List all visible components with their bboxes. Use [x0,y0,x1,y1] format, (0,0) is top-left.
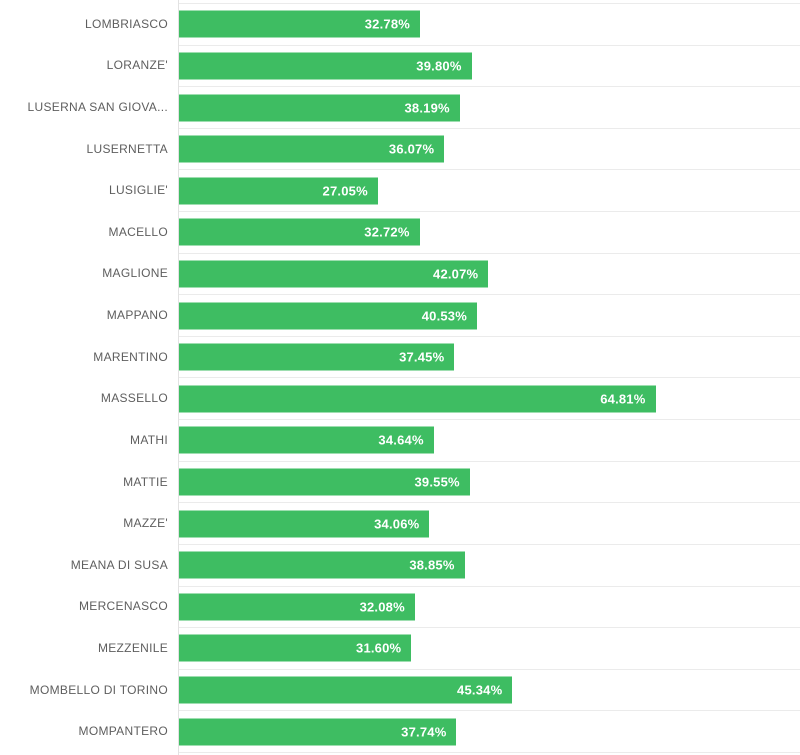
value-label: 37.74% [401,724,447,740]
value-label: 40.53% [421,308,467,324]
category-label: MAGLIONE [102,266,168,281]
chart-row: MARENTINO 37.45% [0,335,800,378]
bar[interactable]: 34.64% [179,426,434,454]
chart-rows: LOMBRIASCO 32.78% LORANZE' 39.80% LUSERNA SA… [0,3,800,752]
bar[interactable]: 39.80% [179,52,472,80]
plot-area: 42.07% [178,252,800,295]
value-label: 34.64% [378,432,424,448]
category-label: LUSIGLIE' [108,183,168,198]
bar[interactable]: 36.07% [179,135,445,163]
chart-row: MOMBELLO DI TORINO 45.34% [0,668,800,711]
bottom-separator [178,751,800,753]
category-label: MACELLO [108,224,168,239]
chart-row: LOMBRIASCO 32.78% [0,3,800,45]
value-label: 34.06% [374,516,420,532]
chart-row: MAPPANO 40.53% [0,294,800,336]
bar[interactable]: 34.06% [179,510,430,538]
plot-area: 38.19% [178,86,800,128]
value-label: 38.85% [409,557,455,573]
category-label: MAPPANO [106,308,168,323]
bar[interactable]: 42.07% [179,260,489,288]
plot-area: 40.53% [178,294,800,336]
category-label: MAZZE' [123,516,168,531]
bar[interactable]: 31.60% [179,634,412,662]
bar[interactable]: 27.05% [179,177,378,205]
bar[interactable]: 32.08% [179,593,415,621]
value-label: 36.07% [388,141,435,157]
bar[interactable]: 40.53% [179,302,477,330]
plot-area: 34.06% [178,502,800,544]
value-label: 32.72% [364,224,410,240]
plot-area: 38.85% [178,543,800,586]
plot-area: 31.60% [178,627,800,669]
category-label: LOMBRIASCO [84,16,168,31]
value-label: 38.19% [404,100,450,116]
plot-area: 34.64% [178,419,800,461]
plot-area: 37.45% [178,335,800,378]
y-axis-line [178,0,179,755]
category-label: MERCENASCO [78,599,168,614]
value-label: 64.81% [600,391,646,407]
bar[interactable]: 32.72% [179,218,420,246]
value-label: 45.34% [457,682,503,698]
plot-area: 39.55% [178,460,800,503]
chart-row: MAZZE' 34.06% [0,502,800,544]
category-label: MOMPANTERO [78,724,168,739]
category-label: LUSERNETTA [86,141,168,156]
category-label: LORANZE' [106,58,168,73]
category-label: MOMBELLO DI TORINO [29,682,168,697]
plot-area: 32.78% [178,3,800,45]
chart-row: MATHI 34.64% [0,419,800,461]
bar[interactable]: 32.78% [179,10,421,38]
plot-area: 39.80% [178,44,800,87]
category-label: MEZZENILE [97,640,168,655]
chart-row: LORANZE' 39.80% [0,44,800,87]
chart-row: LUSERNA SAN GIOVA... 38.19% [0,86,800,128]
bar[interactable]: 64.81% [179,385,656,413]
plot-area: 45.34% [178,668,800,711]
chart-row: MEZZENILE 31.60% [0,627,800,669]
bar[interactable]: 37.45% [179,343,455,371]
chart-row: LUSERNETTA 36.07% [0,127,800,170]
value-label: 42.07% [433,266,479,282]
chart-row: MEANA DI SUSA 38.85% [0,543,800,586]
value-label: 31.60% [356,640,402,656]
category-label: MASSELLO [100,391,168,406]
bar[interactable]: 38.19% [179,94,460,122]
plot-area: 32.72% [178,211,800,253]
chart-row: MASSELLO 64.81% [0,377,800,419]
category-label: MEANA DI SUSA [70,557,168,572]
plot-area: 32.08% [178,585,800,628]
bar[interactable]: 38.85% [179,551,465,579]
value-label: 37.45% [399,349,445,365]
chart-row: MERCENASCO 32.08% [0,585,800,628]
chart-row: MATTIE 39.55% [0,460,800,503]
bar[interactable]: 39.55% [179,468,470,496]
bar[interactable]: 45.34% [179,676,513,704]
value-label: 32.78% [364,16,411,32]
chart-row: LUSIGLIE' 27.05% [0,169,800,211]
plot-area: 64.81% [178,377,800,419]
category-label: MATTIE [123,474,168,489]
chart-row: MOMPANTERO 37.74% [0,710,800,752]
category-label: LUSERNA SAN GIOVA... [27,100,168,115]
chart-row: MAGLIONE 42.07% [0,252,800,295]
category-label: MARENTINO [93,349,168,364]
value-label: 39.55% [414,474,460,490]
bar[interactable]: 37.74% [179,718,457,746]
value-label: 27.05% [322,183,368,199]
value-label: 32.08% [359,599,405,615]
category-label: MATHI [130,432,168,447]
plot-area: 27.05% [178,169,800,211]
value-label: 39.80% [416,58,462,74]
chart-row: MACELLO 32.72% [0,211,800,253]
plot-area: 37.74% [178,710,800,752]
plot-area: 36.07% [178,127,800,170]
